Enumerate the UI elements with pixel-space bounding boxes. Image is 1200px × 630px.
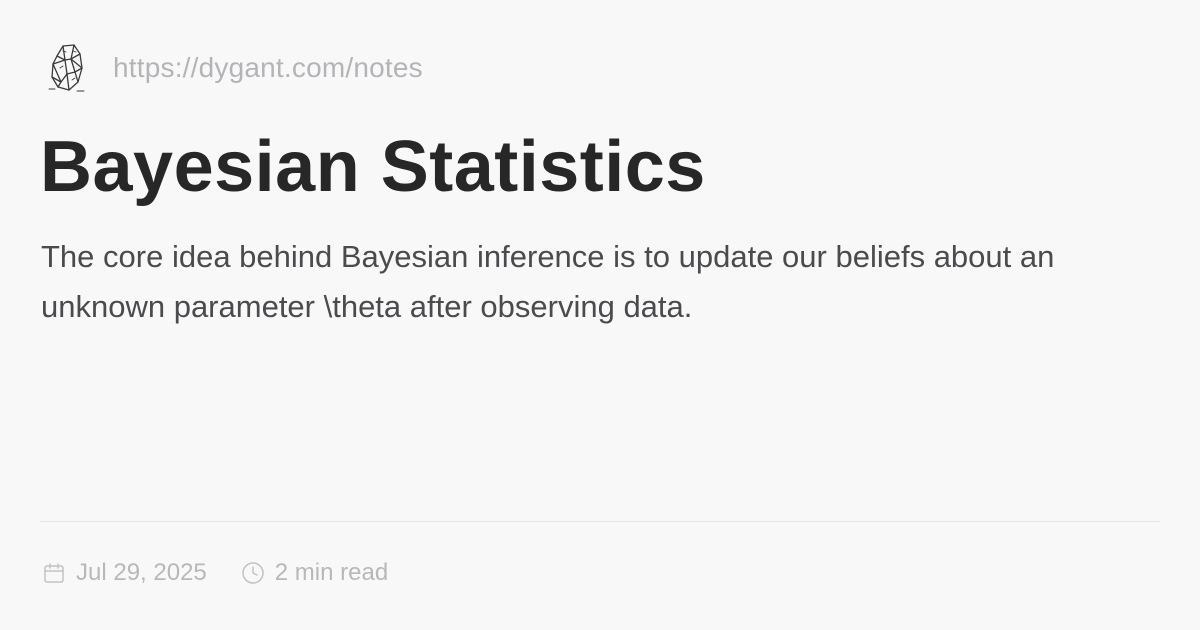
read-time: 2 min read xyxy=(241,559,388,587)
page-title: Bayesian Statistics xyxy=(40,127,706,207)
publish-date: Jul 29, 2025 xyxy=(42,559,207,587)
divider xyxy=(40,521,1160,522)
site-header: https://dygant.com/notes xyxy=(47,42,423,94)
post-description: The core idea behind Bayesian inference … xyxy=(41,239,1055,324)
publish-date-text: Jul 29, 2025 xyxy=(76,559,207,586)
post-meta: Jul 29, 2025 2 min read xyxy=(42,556,388,590)
clock-icon xyxy=(242,562,264,584)
read-time-text: 2 min read xyxy=(274,559,389,586)
calendar-icon xyxy=(44,563,64,583)
crystal-logo-icon xyxy=(48,44,85,92)
site-url[interactable]: https://dygant.com/notes xyxy=(113,52,423,83)
